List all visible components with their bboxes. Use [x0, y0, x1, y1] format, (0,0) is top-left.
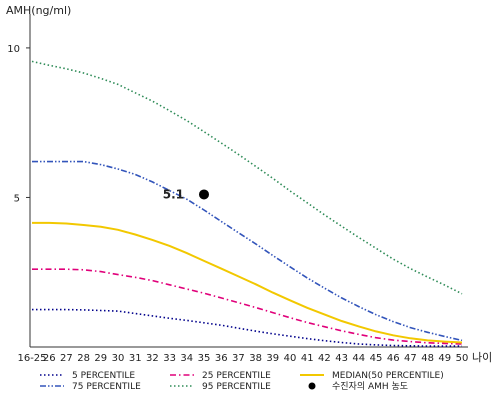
legend-label: 75 PERCENTILE [72, 382, 141, 392]
x-tick-label: 16-25 [17, 353, 46, 364]
x-tick-label: 37 [232, 353, 245, 364]
y-tick-label: 5 [14, 193, 20, 204]
series-line [32, 221, 463, 344]
legend-label: 25 PERCENTILE [202, 371, 271, 381]
x-tick-label: 38 [249, 353, 262, 364]
y-axis-title: AMH(ng/ml) [6, 4, 71, 17]
y-tick-label: 10 [7, 44, 20, 55]
x-tick-label: 45 [370, 353, 383, 364]
x-tick-label: 31 [129, 353, 142, 364]
x-tick-label: 33 [163, 353, 176, 364]
x-tick-label: 40 [284, 353, 297, 364]
x-tick-label: 42 [318, 353, 331, 364]
x-tick-label: 32 [146, 353, 159, 364]
legend-label: 수진자의 AMH 농도 [332, 381, 408, 392]
x-tick-label: 48 [421, 353, 434, 364]
legend-label: MEDIAN(50 PERCENTILE) [332, 371, 444, 381]
series-line [31, 60, 463, 295]
x-tick-label: 30 [112, 353, 125, 364]
x-tick-label: 50 [456, 353, 469, 364]
x-tick-label: 35 [198, 353, 211, 364]
x-tick-label: 46 [387, 353, 400, 364]
series-line [32, 308, 462, 347]
x-tick-label: 41 [301, 353, 314, 364]
marker-layer: 5.1 [163, 187, 209, 201]
x-tick-label: 27 [60, 353, 73, 364]
x-tick-label: 44 [352, 353, 365, 364]
series-layer [31, 60, 463, 347]
legend-label: 95 PERCENTILE [202, 382, 271, 392]
legend-label: 5 PERCENTILE [72, 371, 135, 381]
x-tick-label: 28 [77, 353, 90, 364]
x-tick-label: 39 [266, 353, 279, 364]
x-tick-label: 36 [215, 353, 228, 364]
x-tick-label: 43 [335, 353, 348, 364]
x-axis-title: 나이 [472, 351, 492, 364]
series-line [32, 268, 463, 345]
series-line [32, 160, 463, 342]
x-tick-label: 47 [404, 353, 417, 364]
x-tick-label: 49 [438, 353, 451, 364]
x-tick-label: 29 [94, 353, 107, 364]
patient-amh-label: 5.1 [163, 187, 184, 201]
legend-marker-swatch [308, 382, 316, 390]
patient-amh-marker [199, 189, 209, 200]
x-tick-label: 34 [180, 353, 193, 364]
x-tick-label: 26 [43, 353, 56, 364]
